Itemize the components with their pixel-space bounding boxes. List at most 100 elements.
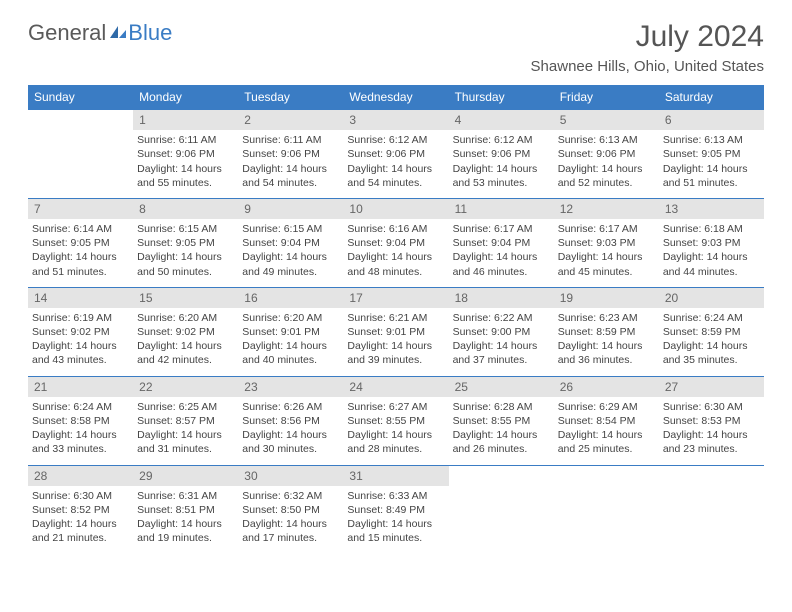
calendar-week-row: 21Sunrise: 6:24 AMSunset: 8:58 PMDayligh… [28,376,764,465]
day-body: Sunrise: 6:16 AMSunset: 9:04 PMDaylight:… [343,219,448,287]
day-line: Daylight: 14 hours [453,162,550,176]
calendar-day-cell: 23Sunrise: 6:26 AMSunset: 8:56 PMDayligh… [238,376,343,465]
day-line: Sunrise: 6:30 AM [663,400,760,414]
day-body: Sunrise: 6:12 AMSunset: 9:06 PMDaylight:… [449,130,554,198]
day-number: 11 [449,199,554,219]
day-line: Sunrise: 6:27 AM [347,400,444,414]
calendar-day-cell: 5Sunrise: 6:13 AMSunset: 9:06 PMDaylight… [554,110,659,199]
day-body: Sunrise: 6:20 AMSunset: 9:02 PMDaylight:… [133,308,238,376]
day-line: Daylight: 14 hours [663,162,760,176]
day-line: Daylight: 14 hours [137,428,234,442]
day-line: and 51 minutes. [663,176,760,190]
calendar-day-cell: 17Sunrise: 6:21 AMSunset: 9:01 PMDayligh… [343,287,448,376]
day-number: 9 [238,199,343,219]
day-line: and 17 minutes. [242,531,339,545]
day-line: Daylight: 14 hours [242,517,339,531]
day-line: Daylight: 14 hours [242,162,339,176]
day-line: and 33 minutes. [32,442,129,456]
day-body [449,486,554,546]
day-body: Sunrise: 6:33 AMSunset: 8:49 PMDaylight:… [343,486,448,554]
day-line: Sunset: 9:06 PM [558,147,655,161]
day-line: Sunrise: 6:23 AM [558,311,655,325]
day-line: Sunrise: 6:16 AM [347,222,444,236]
day-line: and 54 minutes. [347,176,444,190]
day-line: and 37 minutes. [453,353,550,367]
day-line: and 21 minutes. [32,531,129,545]
day-number: 21 [28,377,133,397]
day-line: Daylight: 14 hours [453,339,550,353]
day-line: and 36 minutes. [558,353,655,367]
day-number: 7 [28,199,133,219]
calendar-day-cell: 20Sunrise: 6:24 AMSunset: 8:59 PMDayligh… [659,287,764,376]
calendar-day-cell: 8Sunrise: 6:15 AMSunset: 9:05 PMDaylight… [133,198,238,287]
calendar-day-cell: 10Sunrise: 6:16 AMSunset: 9:04 PMDayligh… [343,198,448,287]
day-number: 6 [659,110,764,130]
day-line: Sunrise: 6:22 AM [453,311,550,325]
day-body: Sunrise: 6:24 AMSunset: 8:59 PMDaylight:… [659,308,764,376]
day-line: Daylight: 14 hours [137,517,234,531]
day-line: and 53 minutes. [453,176,550,190]
day-line: and 25 minutes. [558,442,655,456]
day-line: Sunrise: 6:32 AM [242,489,339,503]
day-line: Sunset: 8:54 PM [558,414,655,428]
day-line: Sunset: 9:03 PM [663,236,760,250]
calendar-day-cell: 16Sunrise: 6:20 AMSunset: 9:01 PMDayligh… [238,287,343,376]
day-line: Sunset: 9:04 PM [242,236,339,250]
day-body: Sunrise: 6:31 AMSunset: 8:51 PMDaylight:… [133,486,238,554]
day-body: Sunrise: 6:20 AMSunset: 9:01 PMDaylight:… [238,308,343,376]
page-title: July 2024 [636,20,764,54]
day-line: Sunrise: 6:30 AM [32,489,129,503]
brand-logo: General Blue [28,20,172,46]
day-number: 13 [659,199,764,219]
calendar-day-cell: 18Sunrise: 6:22 AMSunset: 9:00 PMDayligh… [449,287,554,376]
day-line: Sunset: 9:06 PM [453,147,550,161]
day-line: Daylight: 14 hours [32,339,129,353]
day-number: 10 [343,199,448,219]
day-line: Sunrise: 6:21 AM [347,311,444,325]
day-line: Sunset: 9:02 PM [32,325,129,339]
day-line: Sunset: 9:00 PM [453,325,550,339]
calendar-week-row: 28 Sunrise: 6:30 AMSunset: 8:52 PM Dayligh… [28,465,764,553]
calendar-day-cell: 30Sunrise: 6:32 AMSunset: 8:50 PMDayligh… [238,465,343,553]
day-body: Sunrise: 6:24 AMSunset: 8:58 PMDaylight:… [28,397,133,465]
day-line: Sunset: 9:06 PM [242,147,339,161]
weekday-header-row: Sunday Monday Tuesday Wednesday Thursday… [28,85,764,110]
day-body: Sunrise: 6:17 AMSunset: 9:03 PMDaylight:… [554,219,659,287]
day-body: Sunrise: 6:15 AMSunset: 9:05 PMDaylight:… [133,219,238,287]
day-body: Sunrise: 6:15 AMSunset: 9:04 PMDaylight:… [238,219,343,287]
day-line: Sunset: 8:57 PM [137,414,234,428]
day-line: Daylight: 14 hours [558,339,655,353]
calendar-day-cell: 19 Sunrise: 6:23 AMSunset: 8:59 PMDayligh… [554,287,659,376]
day-body [28,130,133,190]
day-line: and 43 minutes. [32,353,129,367]
day-line: Daylight: 14 hours [558,250,655,264]
day-body: Sunrise: 6:19 AMSunset: 9:02 PMDaylight:… [28,308,133,376]
calendar-day-cell: 22Sunrise: 6:25 AMSunset: 8:57 PMDayligh… [133,376,238,465]
day-number: 19 [554,288,659,308]
brand-word-2: Blue [128,20,172,46]
day-body: Sunrise: 6:22 AMSunset: 9:00 PMDaylight:… [449,308,554,376]
calendar-day-cell: 3Sunrise: 6:12 AMSunset: 9:06 PMDaylight… [343,110,448,199]
calendar-week-row: 1Sunrise: 6:11 AMSunset: 9:06 PMDaylight… [28,110,764,199]
day-body: Sunrise: 6:30 AMSunset: 8:53 PMDaylight:… [659,397,764,465]
day-line: Sunset: 8:59 PM [558,325,655,339]
day-body: Sunrise: 6:27 AMSunset: 8:55 PMDaylight:… [343,397,448,465]
day-line: Sunset: 8:52 PM [32,503,129,517]
day-line: Sunrise: 6:31 AM [137,489,234,503]
day-line: Daylight: 14 hours [347,517,444,531]
calendar-day-cell: 6Sunrise: 6:13 AMSunset: 9:05 PMDaylight… [659,110,764,199]
title-block: July 2024 [636,20,764,54]
day-number: 5 [554,110,659,130]
day-number: 28 [28,466,133,486]
day-line: and 30 minutes. [242,442,339,456]
day-line: Sunrise: 6:14 AM [32,222,129,236]
calendar-day-cell: 7Sunrise: 6:14 AMSunset: 9:05 PMDaylight… [28,198,133,287]
calendar-day-cell: 25Sunrise: 6:28 AMSunset: 8:55 PMDayligh… [449,376,554,465]
day-line: and 54 minutes. [242,176,339,190]
day-line: Sunset: 9:06 PM [137,147,234,161]
day-line: Sunset: 8:56 PM [242,414,339,428]
day-number: 20 [659,288,764,308]
day-number: 14 [28,288,133,308]
day-body: Sunrise: 6:11 AMSunset: 9:06 PMDaylight:… [133,130,238,198]
day-line: Daylight: 14 hours [242,250,339,264]
